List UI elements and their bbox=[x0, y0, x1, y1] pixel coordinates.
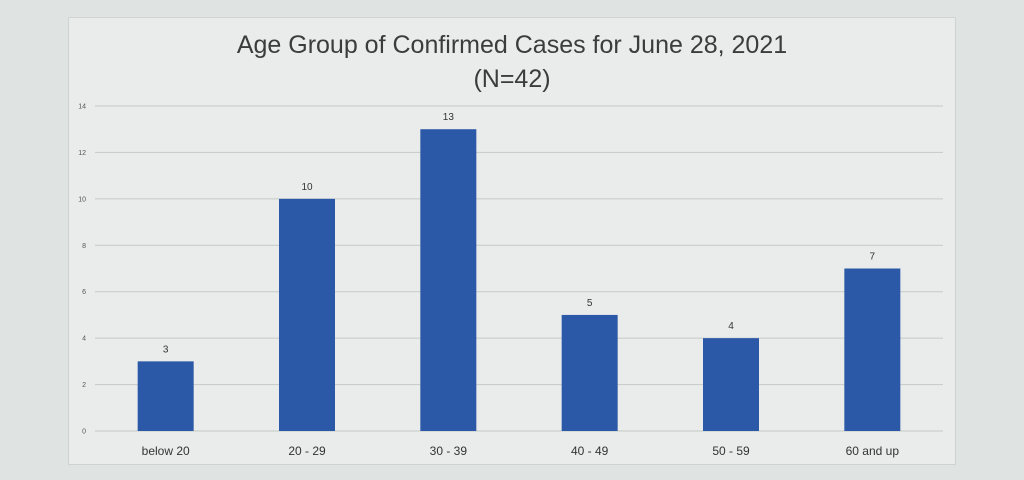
y-tick-label: 6 bbox=[82, 289, 86, 296]
bar bbox=[561, 314, 618, 431]
category-label: 30 - 39 bbox=[430, 444, 468, 458]
data-label: 3 bbox=[163, 344, 169, 355]
chart-subtitle: (N=42) bbox=[473, 65, 551, 93]
category-labels: below 20 20 - 29 30 - 39 40 - 49 50 - 59 60 a… bbox=[142, 444, 900, 458]
data-label: 10 bbox=[301, 182, 313, 193]
y-tick-label: 0 bbox=[82, 429, 86, 436]
y-tick-label: 12 bbox=[78, 150, 86, 157]
bar bbox=[420, 129, 477, 431]
data-labels: 3 10 13 5 4 7 bbox=[163, 112, 876, 355]
category-label: 40 - 49 bbox=[571, 444, 609, 458]
y-axis-ticks: 0 2 4 6 8 10 12 14 bbox=[78, 104, 86, 436]
category-label: 50 - 59 bbox=[712, 444, 750, 458]
data-label: 4 bbox=[728, 321, 734, 332]
data-label: 5 bbox=[587, 298, 593, 309]
y-tick-label: 2 bbox=[82, 382, 86, 389]
bars bbox=[137, 129, 901, 431]
category-label: below 20 bbox=[142, 444, 190, 458]
bar bbox=[137, 361, 194, 431]
data-label: 13 bbox=[443, 112, 455, 123]
bar bbox=[703, 338, 759, 431]
y-tick-label: 8 bbox=[82, 243, 86, 250]
y-tick-label: 4 bbox=[82, 336, 86, 343]
y-tick-label: 14 bbox=[78, 104, 86, 111]
gridlines bbox=[95, 105, 943, 432]
data-label: 7 bbox=[870, 252, 876, 263]
category-label: 20 - 29 bbox=[288, 444, 326, 458]
category-label: 60 and up bbox=[846, 444, 900, 458]
y-tick-label: 10 bbox=[78, 196, 86, 203]
chart-title: Age Group of Confirmed Cases for June 28… bbox=[236, 31, 788, 59]
bar bbox=[844, 268, 901, 431]
chart-frame bbox=[68, 17, 956, 465]
bar bbox=[279, 198, 335, 431]
